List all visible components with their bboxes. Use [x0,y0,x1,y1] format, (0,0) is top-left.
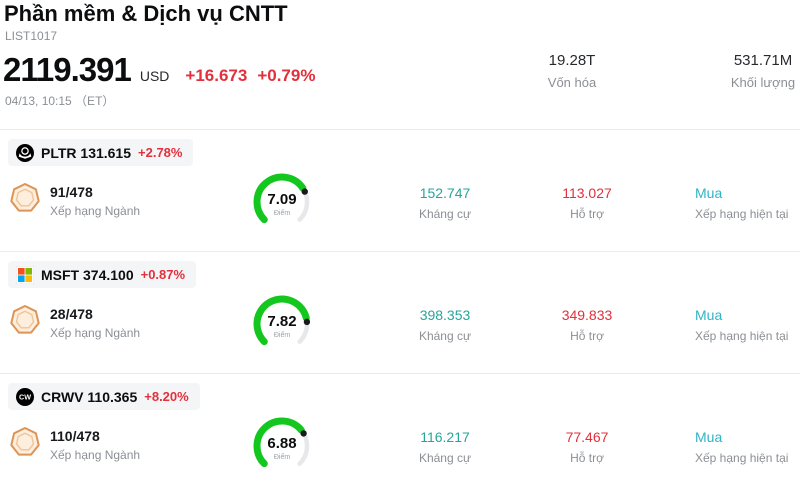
rating-value: Mua [695,429,723,445]
support-label: Hỗ trợ [570,329,604,343]
rating-label: Xếp hạng hiện tại [695,207,789,221]
resistance-value: 116.217 [420,429,470,445]
gauge-arc [238,416,326,476]
rating-column: Mua Xếp hạng hiện tại [695,429,800,465]
volume-label: Khối lượng [730,75,796,90]
index-currency: USD [139,68,170,84]
industry-rank-value: 28/478 [50,306,93,322]
stock-pill-msft[interactable]: MSFT 374.100 +0.87% [8,261,197,288]
support-label: Hỗ trợ [570,207,604,221]
gauge-arc [238,294,326,354]
stock-row-crwv[interactable]: CW CRWV 110.365 +8.20% 110/478 Xếp hạng … [0,373,800,488]
rating-value: Mua [695,185,723,201]
support-label: Hỗ trợ [570,451,604,465]
stock-pill-crwv[interactable]: CW CRWV 110.365 +8.20% [8,383,200,410]
quote-timestamp: 04/13, 10:15 （ET） [5,94,115,108]
page-title: Phần mềm & Dịch vụ CNTT [4,1,288,26]
gauge-score-label: Điểm [273,210,291,217]
rating-label: Xếp hạng hiện tại [695,329,789,343]
score-gauge: 7.82 Điểm [238,294,326,356]
resistance-label: Kháng cự [418,207,472,221]
industry-rank-label: Xếp hạng Ngành [50,448,141,462]
ticker-price: PLTR 131.615 [41,144,132,161]
rating-column: Mua Xếp hạng hiện tại [695,185,800,221]
resistance-label: Kháng cự [418,329,472,343]
microsoft-logo-icon [16,265,34,284]
industry-rank-value: 110/478 [50,428,100,444]
gauge-score: 7.09 [267,191,297,208]
index-price-line: 2119.391 USD +16.673 +0.79% [3,51,315,89]
volume-value: 531.71M [733,52,793,69]
market-cap-stat: 19.28T Vốn hóa [527,52,617,90]
support-column: 349.833 Hỗ trợ [528,307,646,343]
score-gauge: 7.09 Điểm [238,172,326,234]
rank-badge-icon [10,305,40,334]
market-cap-value: 19.28T [548,52,596,69]
resistance-column: 116.217 Kháng cự [385,429,505,465]
rating-label: Xếp hạng hiện tại [695,451,789,465]
support-column: 113.027 Hỗ trợ [528,185,646,221]
score-gauge: 6.88 Điểm [238,416,326,478]
support-value: 349.833 [561,307,613,323]
resistance-label: Kháng cự [418,451,472,465]
rank-badge-icon [10,183,40,212]
rank-badge-icon [10,427,40,456]
resistance-value: 152.747 [419,185,471,201]
index-change-percent: +0.79% [257,66,316,85]
palantir-logo-icon [16,143,34,162]
rating-value: Mua [695,307,723,323]
gauge-arc [238,172,326,232]
ticker-price: CRWV 110.365 [41,388,138,405]
resistance-value: 398.353 [419,307,471,323]
ticker-price: MSFT 374.100 [41,266,134,283]
list-id: LIST1017 [5,29,58,43]
stock-row-pltr[interactable]: PLTR 131.615 +2.78% 91/478 Xếp hạng Ngàn… [0,129,800,251]
resistance-column: 152.747 Kháng cự [385,185,505,221]
gauge-score: 7.82 [267,313,297,330]
support-value: 77.467 [565,429,609,445]
index-change: +16.673 [185,66,248,85]
svg-text:CW: CW [19,392,31,401]
stock-row-msft[interactable]: MSFT 374.100 +0.87% 28/478 Xếp hạng Ngàn… [0,251,800,373]
support-column: 77.467 Hỗ trợ [528,429,646,465]
resistance-column: 398.353 Kháng cự [385,307,505,343]
industry-rank-label: Xếp hạng Ngành [50,326,141,340]
ticker-change: +2.78% [138,145,183,160]
stock-pill-pltr[interactable]: PLTR 131.615 +2.78% [8,139,194,166]
gauge-score-label: Điểm [273,332,291,339]
industry-rank-value: 91/478 [50,184,93,200]
coreweave-logo-icon: CW [16,387,34,406]
ticker-change: +8.20% [144,389,189,404]
support-value: 113.027 [562,185,612,201]
market-cap-label: Vốn hóa [547,75,597,90]
industry-rank-label: Xếp hạng Ngành [50,204,141,218]
index-price: 2119.391 [3,51,132,88]
volume-stat: 531.71M Khối lượng [718,52,800,90]
gauge-score-label: Điểm [273,454,291,461]
gauge-score: 6.88 [267,435,297,452]
ticker-change: +0.87% [140,267,186,282]
rating-column: Mua Xếp hạng hiện tại [695,307,800,343]
